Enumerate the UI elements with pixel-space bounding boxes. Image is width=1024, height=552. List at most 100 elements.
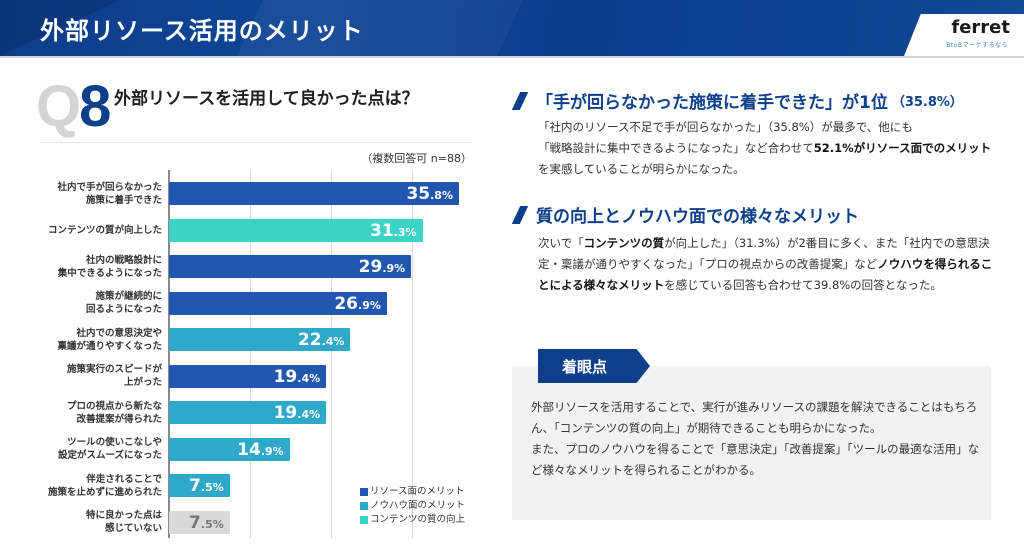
legend-item: コンテンツの質の向上 (360, 513, 465, 527)
category-label: 特に良かった点は感じていない (2, 509, 162, 535)
data-label: 7.5% (189, 511, 224, 534)
bar-chart: リソース面のメリットノウハウ面のメリット コンテンツの質の向上 社内で手が回らなか… (0, 168, 500, 538)
category-label-line: 特に良かった点は (85, 510, 162, 521)
data-label-integer: 7 (189, 476, 201, 496)
y-axis (168, 170, 170, 538)
category-label-line: 施策が継続的に (95, 291, 162, 302)
data-label-integer: 31 (369, 220, 394, 241)
bar: 7.5% (169, 474, 230, 497)
legend-swatch (360, 488, 368, 496)
header-decoration (0, 0, 120, 56)
focus-tag: 着眼点 (538, 349, 650, 383)
bar: 22.4% (169, 328, 351, 351)
focus-tag-label: 着眼点 (562, 358, 608, 376)
category-label-line: 改善提案が得られた (76, 413, 162, 425)
category-label: 伴走されることで 施策を止めずに進められた (2, 473, 162, 499)
question-title: 外部リソースを活用して良かった点は？ (114, 89, 419, 109)
legend-label: コンテンツの質の向上 (370, 514, 466, 525)
category-label-line: 上がった (123, 377, 162, 388)
section2-emphasis: ノウハウを得られることによる様々なメリット (538, 257, 993, 292)
category-label-line: ツールの使いこなしや (67, 437, 162, 448)
category-label-line: コンテンツの質が向上した (47, 224, 162, 236)
question-digit: 8 (79, 74, 111, 139)
category-label-line: 施策実行のスピードが (66, 364, 162, 375)
gridline (331, 170, 332, 538)
header-banner: 外部リソース活用のメリット ferret BtoBマーケするなら (0, 0, 1024, 56)
focus-body: 外部リソースを活用することで、実行が進みリソースの課題を解決できることはもちろん… (531, 397, 981, 481)
legend-swatch (360, 516, 368, 524)
category-label: 施策実行のスピードが上がった (2, 363, 162, 389)
section1-emphasis: 52.1%がリソース面でのメリット (813, 141, 992, 155)
slash-icon (511, 91, 529, 110)
legend-label: リソース面のメリット (370, 486, 465, 497)
legend-item: ノウハウ面のメリット (360, 499, 465, 513)
category-label-line: 集中できるようになった (57, 267, 162, 279)
category-label-line: プロの視点から新たな (66, 400, 162, 412)
data-label-integer: 29 (358, 257, 383, 277)
category-label-line: 社内で手が回らなかった (57, 181, 162, 193)
logo-background (904, 14, 1024, 56)
section1-heading: 「手が回らなかった施策に着手できた」が1位 （35.8%） (511, 88, 963, 113)
section2-body: 次いで「コンテンツの質が向上した」（31.3%）が2番目に多く、また「社内での意… (538, 233, 998, 296)
section2-text: を感じている回答も合わせて39.8%の回答となった。 (664, 278, 942, 292)
logo: ferret (951, 17, 1010, 38)
bar: 14.9% (169, 437, 290, 461)
data-label-integer: 22 (297, 330, 322, 350)
data-label-decimal: .9% (382, 262, 406, 275)
data-label-integer: 14 (237, 439, 261, 460)
focus-panel (512, 366, 991, 520)
focus-paragraph: また、プロのノウハウを得ることで「意思決定」「改善提案」「ツールの最適な活用」な… (531, 442, 980, 477)
category-label-line: 伴走されることで (86, 473, 162, 485)
category-label: コンテンツの質が向上した (2, 224, 162, 237)
bar: 26.9% (169, 291, 387, 315)
legend-swatch (360, 502, 368, 510)
data-label: 14.9% (237, 438, 284, 461)
data-label: 35.8% (406, 182, 453, 205)
category-label-line: 稟議が通りやすくなった (57, 340, 162, 352)
data-label: 19.4% (274, 401, 321, 424)
data-label-decimal: .4% (297, 371, 321, 385)
section2-text: が向上した」（31.3%）が2番目に多く、また「社内での意思決定・稟議が通りやす… (538, 236, 990, 271)
data-label: 29.9% (359, 255, 406, 278)
bar: 19.4% (169, 364, 327, 388)
chart-legend: リソース面のメリットノウハウ面のメリット コンテンツの質の向上 (360, 485, 465, 527)
data-label-decimal: .8% (430, 189, 453, 202)
data-label-integer: 35 (406, 184, 431, 204)
question-number: Q8 (36, 78, 111, 136)
data-label-decimal: .3% (393, 225, 417, 239)
category-label: 社内の戦略設計に 集中できるようになった (2, 254, 162, 280)
bar: 19.4% (169, 401, 327, 424)
bar: 7.5% (169, 510, 230, 534)
section1-text: を実感していることが明らかになった。 (538, 162, 745, 176)
data-label-integer: 26 (334, 293, 359, 314)
data-label-decimal: .5% (200, 517, 224, 531)
section2-heading: 質の向上とノウハウ面での様々なメリット (511, 202, 859, 227)
category-label-line: 感じていない (104, 523, 162, 534)
bar: 31.3% (169, 218, 423, 242)
category-label: 施策が継続的に回るようになった (2, 290, 162, 316)
focus-paragraph: 外部リソースを活用することで、実行が進みリソースの課題を解決できることはもちろん… (531, 400, 978, 435)
logo-tagline: BtoBマーケするなら (946, 42, 1008, 49)
data-label-integer: 19 (273, 366, 298, 387)
section1-text: 「戦略設計に集中できるようになった」など合わせて (538, 141, 814, 155)
category-label: プロの視点から新たな 改善提案が得られた (2, 400, 162, 426)
section2-emphasis: コンテンツの質 (583, 236, 665, 250)
category-label-line: 回るようになった (85, 304, 162, 315)
bar: 35.8% (169, 182, 459, 205)
category-label-line: 施策に着手できた (85, 194, 162, 206)
page-title: 外部リソース活用のメリット (40, 17, 364, 45)
bar: 29.9% (169, 255, 412, 278)
section1-heading-sub: （35.8%） (891, 95, 963, 110)
data-label-decimal: .4% (321, 335, 345, 348)
header-divider (0, 56, 1024, 58)
data-label: 31.3% (370, 219, 417, 242)
category-label: ツールの使いこなしや 設定がスムーズになった (2, 436, 162, 462)
section2-heading-text: 質の向上とノウハウ面での様々なメリット (536, 207, 859, 227)
data-label-decimal: .9% (358, 298, 381, 312)
category-label: 社内での意思決定や 稟議が通りやすくなった (2, 327, 162, 353)
section2-text: 次いで「 (538, 236, 584, 250)
slash-icon (511, 205, 529, 224)
gridline (412, 170, 413, 538)
sample-note: （複数回答可 n=88） (361, 152, 472, 165)
gridline (250, 170, 251, 538)
